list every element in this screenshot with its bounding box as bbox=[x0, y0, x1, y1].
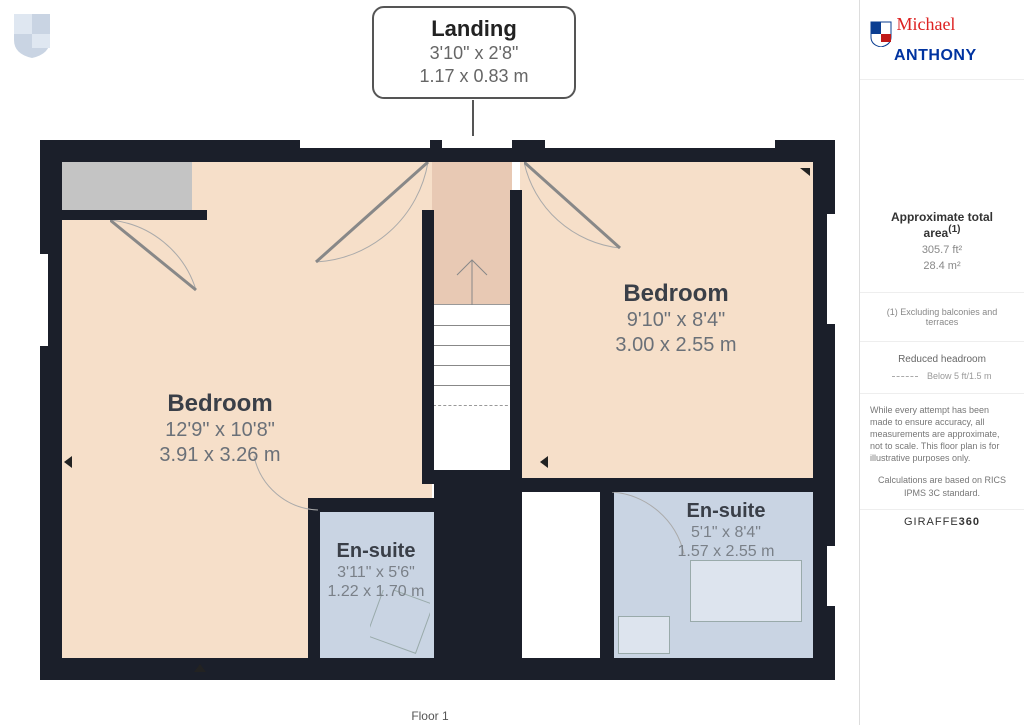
closet bbox=[62, 162, 192, 210]
sidebar: Michael ANTHONY Approximate total area(1… bbox=[859, 0, 1024, 725]
brand-block: ANTHONY bbox=[894, 47, 977, 64]
opening-top-left bbox=[300, 136, 430, 148]
fixture-wc2 bbox=[618, 616, 670, 654]
fixture-bath bbox=[690, 560, 802, 622]
shield-icon bbox=[870, 21, 892, 47]
page: Michael ANTHONY Landing 3'10" x 2'8" 1.1… bbox=[0, 0, 1024, 725]
label-bedroom1: Bedroom 12'9" x 10'8" 3.91 x 3.26 m bbox=[90, 390, 350, 468]
opening-top-landing bbox=[442, 136, 512, 148]
shield-icon bbox=[12, 12, 52, 58]
area-block: Approximate total area(1) 305.7 ft² 28.4… bbox=[860, 190, 1024, 292]
ensuite2-wall-top bbox=[520, 478, 820, 492]
tick-icon bbox=[194, 664, 206, 672]
brand-logo: Michael ANTHONY bbox=[860, 0, 1024, 80]
headroom-block: Reduced headroom Below 5 ft/1.5 m bbox=[860, 342, 1024, 393]
dashed-legend-icon bbox=[892, 376, 918, 377]
tick-icon bbox=[64, 456, 72, 468]
wall-left bbox=[40, 140, 62, 680]
brand-script: Michael bbox=[896, 14, 955, 34]
door-arc-bed2 bbox=[524, 162, 644, 272]
tick-icon bbox=[540, 456, 548, 468]
door-arc-bed1 bbox=[296, 162, 436, 282]
callout-imperial: 3'10" x 2'8" bbox=[394, 42, 554, 65]
wall-stair-right bbox=[510, 190, 522, 480]
disclaimer2: Calculations are based on RICS IPMS 3C s… bbox=[860, 474, 1024, 508]
window-right-bottom bbox=[827, 546, 839, 606]
floorplan-canvas: Michael ANTHONY Landing 3'10" x 2'8" 1.1… bbox=[0, 0, 860, 725]
callout-landing: Landing 3'10" x 2'8" 1.17 x 0.83 m bbox=[372, 6, 576, 99]
door-arc-closet bbox=[110, 220, 210, 340]
footer-brand: GIRAFFE360 bbox=[860, 510, 1024, 538]
floor-label: Floor 1 bbox=[0, 709, 860, 723]
tick-icon bbox=[800, 168, 810, 176]
label-bedroom2: Bedroom 9'10" x 8'4" 3.00 x 2.55 m bbox=[556, 280, 796, 358]
stairwell bbox=[432, 304, 514, 472]
stair-arrow-icon bbox=[432, 250, 512, 310]
wall-stair-bottom bbox=[422, 470, 522, 484]
callout-metric: 1.17 x 0.83 m bbox=[394, 65, 554, 88]
void-space bbox=[522, 492, 600, 658]
wall-center-thick bbox=[434, 484, 522, 660]
label-ensuite1: En-suite 3'11" x 5'6" 1.22 x 1.70 m bbox=[306, 540, 446, 601]
window-left bbox=[36, 254, 48, 346]
wall-bottom bbox=[40, 658, 835, 680]
callout-name: Landing bbox=[394, 16, 554, 42]
label-ensuite2: En-suite 5'1" x 8'4" 1.57 x 2.55 m bbox=[636, 500, 816, 561]
note-exclusion: (1) Excluding balconies and terraces bbox=[860, 293, 1024, 341]
closet-wall bbox=[62, 210, 207, 220]
disclaimer1: While every attempt has been made to ens… bbox=[860, 394, 1024, 475]
window-right-top bbox=[827, 214, 839, 324]
opening-top-right bbox=[545, 136, 775, 148]
